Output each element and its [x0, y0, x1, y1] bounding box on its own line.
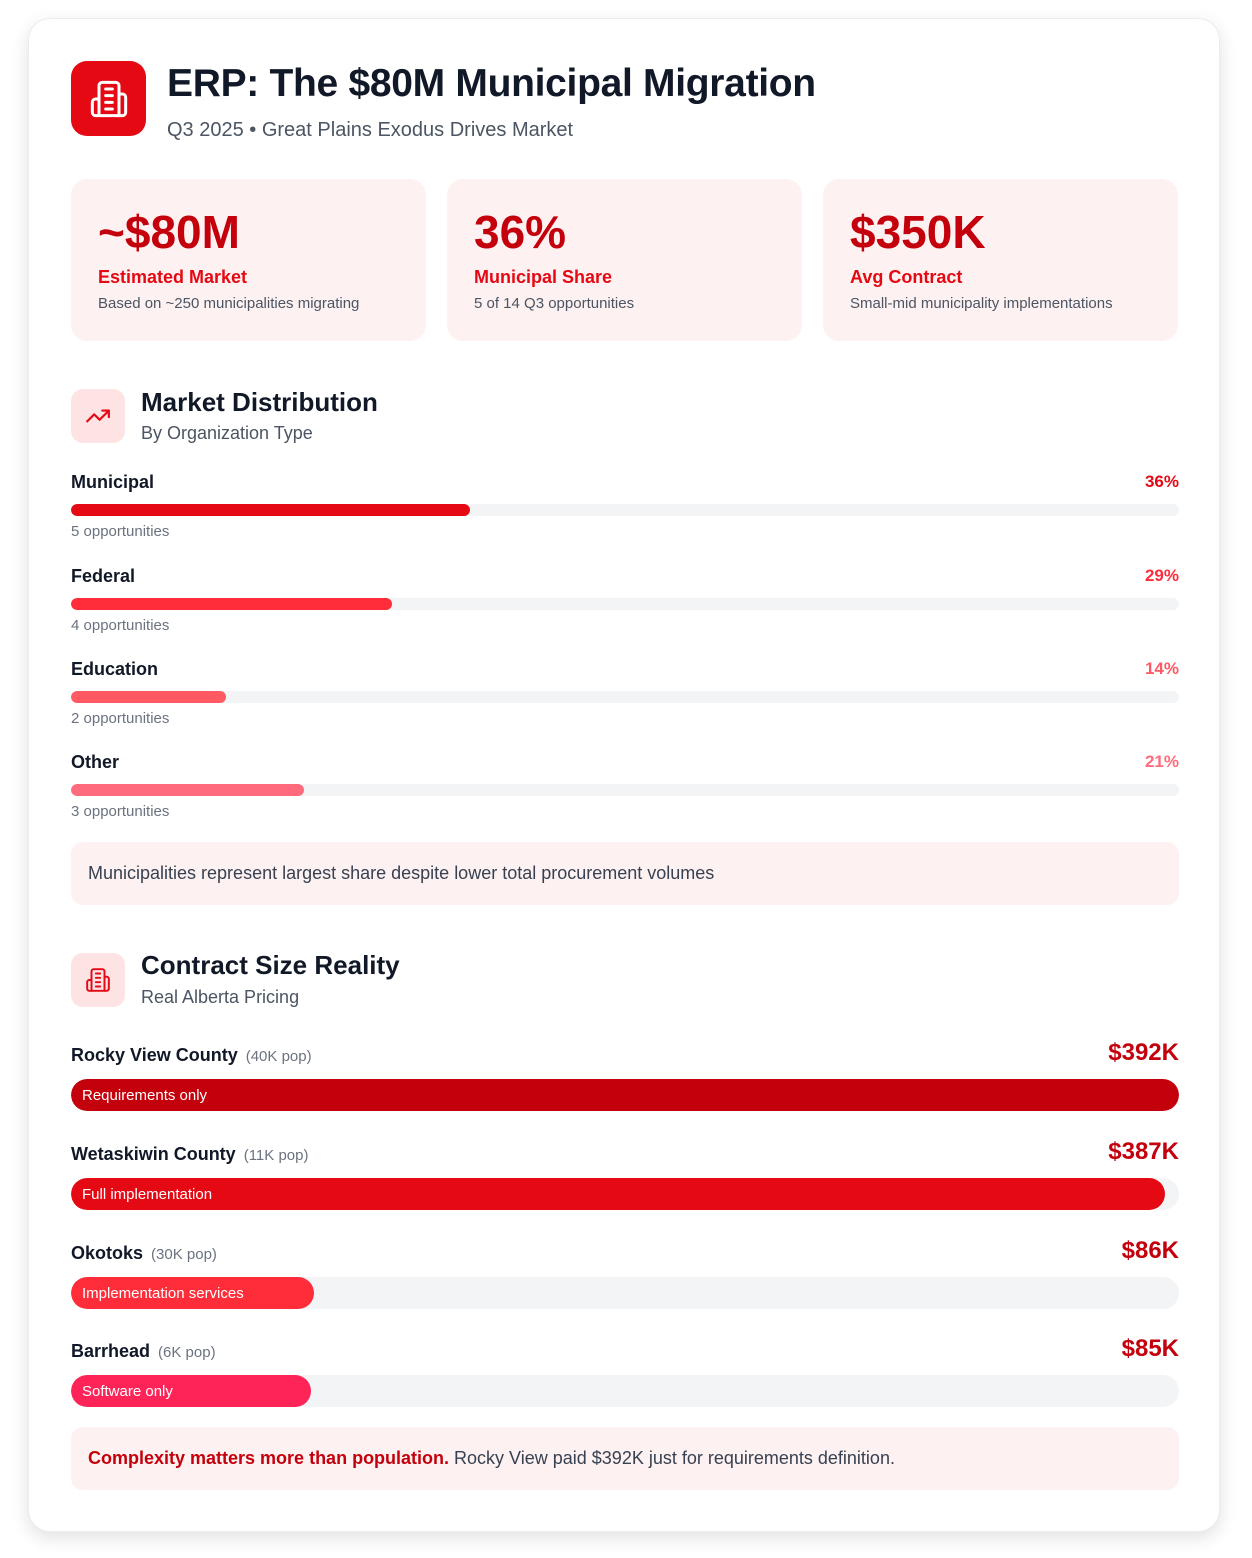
- contract-scope: Requirements only: [82, 1086, 208, 1104]
- distribution-bar: [71, 784, 304, 796]
- stat-description: Based on ~250 municipalities migrating: [98, 295, 360, 312]
- building-icon: [71, 953, 125, 1007]
- stat-card-share: 36% Municipal Share 5 of 14 Q3 opportuni…: [447, 179, 802, 341]
- contract-amount: $387K: [1108, 1138, 1179, 1165]
- distribution-track: [71, 784, 1179, 796]
- distribution-percent: 29%: [1144, 566, 1179, 585]
- distribution-count: 5 opportunities: [71, 523, 170, 540]
- contract-scope: Software only: [82, 1382, 173, 1400]
- contract-track: Software only: [71, 1375, 1179, 1407]
- contract-note: Complexity matters more than population.…: [71, 1427, 1179, 1490]
- contract-bar: Software only: [71, 1375, 312, 1407]
- distribution-note: Municipalities represent largest share d…: [71, 842, 1179, 905]
- contract-amount: $85K: [1121, 1335, 1179, 1362]
- contract-row: Barrhead (6K pop) $85K Software only: [71, 1335, 1179, 1415]
- contract-name: Rocky View County: [71, 1045, 238, 1065]
- distribution-percent: 21%: [1144, 752, 1179, 771]
- contract-bar: Full implementation: [71, 1178, 1165, 1210]
- distribution-percent: 36%: [1144, 472, 1179, 491]
- section-title: Market Distribution: [141, 387, 378, 417]
- page-subtitle: Q3 2025 • Great Plains Exodus Drives Mar…: [167, 119, 574, 141]
- contract-name: Barrhead: [71, 1341, 151, 1361]
- contract-name-group: Barrhead (6K pop): [71, 1341, 216, 1362]
- distribution-bar: [71, 691, 227, 703]
- distribution-bar: [71, 504, 470, 516]
- stat-description: 5 of 14 Q3 opportunities: [474, 295, 635, 312]
- contract-name-group: Wetaskiwin County (11K pop): [71, 1144, 308, 1165]
- contract-amount: $86K: [1121, 1237, 1179, 1264]
- distribution-label: Federal: [71, 566, 136, 586]
- building-icon: [71, 61, 146, 136]
- distribution-count: 3 opportunities: [71, 803, 170, 820]
- distribution-row: Education 14% 2 opportunities: [71, 659, 1179, 739]
- note-emphasis: Complexity matters more than population.: [88, 1448, 450, 1468]
- distribution-track: [71, 691, 1179, 703]
- contract-row: Wetaskiwin County (11K pop) $387K Full im…: [71, 1138, 1179, 1218]
- stat-value: $350K: [850, 206, 986, 258]
- report-card: ERP: The $80M Municipal Migration Q3 202…: [28, 18, 1220, 1532]
- contract-track: Requirements only: [71, 1079, 1179, 1111]
- stat-card-contract: $350K Avg Contract Small-mid municipalit…: [823, 179, 1178, 341]
- contract-name: Okotoks: [71, 1243, 144, 1263]
- distribution-track: [71, 504, 1179, 516]
- trending-up-icon: [71, 389, 125, 443]
- contract-population: (30K pop): [151, 1246, 217, 1263]
- contract-amount: $392K: [1108, 1039, 1179, 1066]
- stat-value: 36%: [474, 206, 567, 258]
- distribution-percent: 14%: [1144, 659, 1179, 678]
- distribution-count: 2 opportunities: [71, 710, 170, 727]
- stat-label: Avg Contract: [850, 267, 963, 287]
- note-text: Municipalities represent largest share d…: [88, 863, 715, 883]
- distribution-count: 4 opportunities: [71, 617, 170, 634]
- distribution-label: Municipal: [71, 472, 155, 492]
- distribution-row: Federal 29% 4 opportunities: [71, 566, 1179, 646]
- distribution-track: [71, 598, 1179, 610]
- contract-scope: Implementation services: [82, 1284, 244, 1302]
- distribution-label: Other: [71, 752, 120, 772]
- distribution-label: Education: [71, 659, 159, 679]
- stat-value: ~$80M: [98, 206, 240, 258]
- stat-label: Municipal Share: [474, 267, 613, 287]
- distribution-bar: [71, 598, 393, 610]
- section-title: Contract Size Reality: [141, 950, 400, 980]
- contract-name-group: Okotoks (30K pop): [71, 1243, 217, 1264]
- contract-row: Okotoks (30K pop) $86K Implementation ser…: [71, 1237, 1179, 1317]
- section-subtitle: Real Alberta Pricing: [141, 987, 300, 1007]
- contract-row: Rocky View County (40K pop) $392K Require…: [71, 1039, 1179, 1119]
- stat-description: Small-mid municipality implementations: [850, 295, 1113, 312]
- distribution-row: Municipal 36% 5 opportunities: [71, 472, 1179, 552]
- note-text: Rocky View paid $392K just for requireme…: [449, 1448, 895, 1468]
- contract-population: (11K pop): [243, 1147, 309, 1164]
- section-subtitle: By Organization Type: [141, 423, 313, 443]
- page-title: ERP: The $80M Municipal Migration: [167, 62, 816, 105]
- contract-track: Implementation services: [71, 1277, 1179, 1309]
- contract-name: Wetaskiwin County: [71, 1144, 236, 1164]
- contract-population: (40K pop): [245, 1048, 312, 1065]
- contract-bar: Requirements only: [71, 1079, 1179, 1111]
- stat-label: Estimated Market: [98, 267, 248, 287]
- distribution-row: Other 21% 3 opportunities: [71, 752, 1179, 832]
- contract-scope: Full implementation: [82, 1185, 213, 1203]
- stat-card-market: ~$80M Estimated Market Based on ~250 mun…: [71, 179, 426, 341]
- contract-bar: Implementation services: [71, 1277, 315, 1309]
- contract-population: (6K pop): [158, 1344, 216, 1361]
- contract-track: Full implementation: [71, 1178, 1179, 1210]
- contract-name-group: Rocky View County (40K pop): [71, 1045, 312, 1066]
